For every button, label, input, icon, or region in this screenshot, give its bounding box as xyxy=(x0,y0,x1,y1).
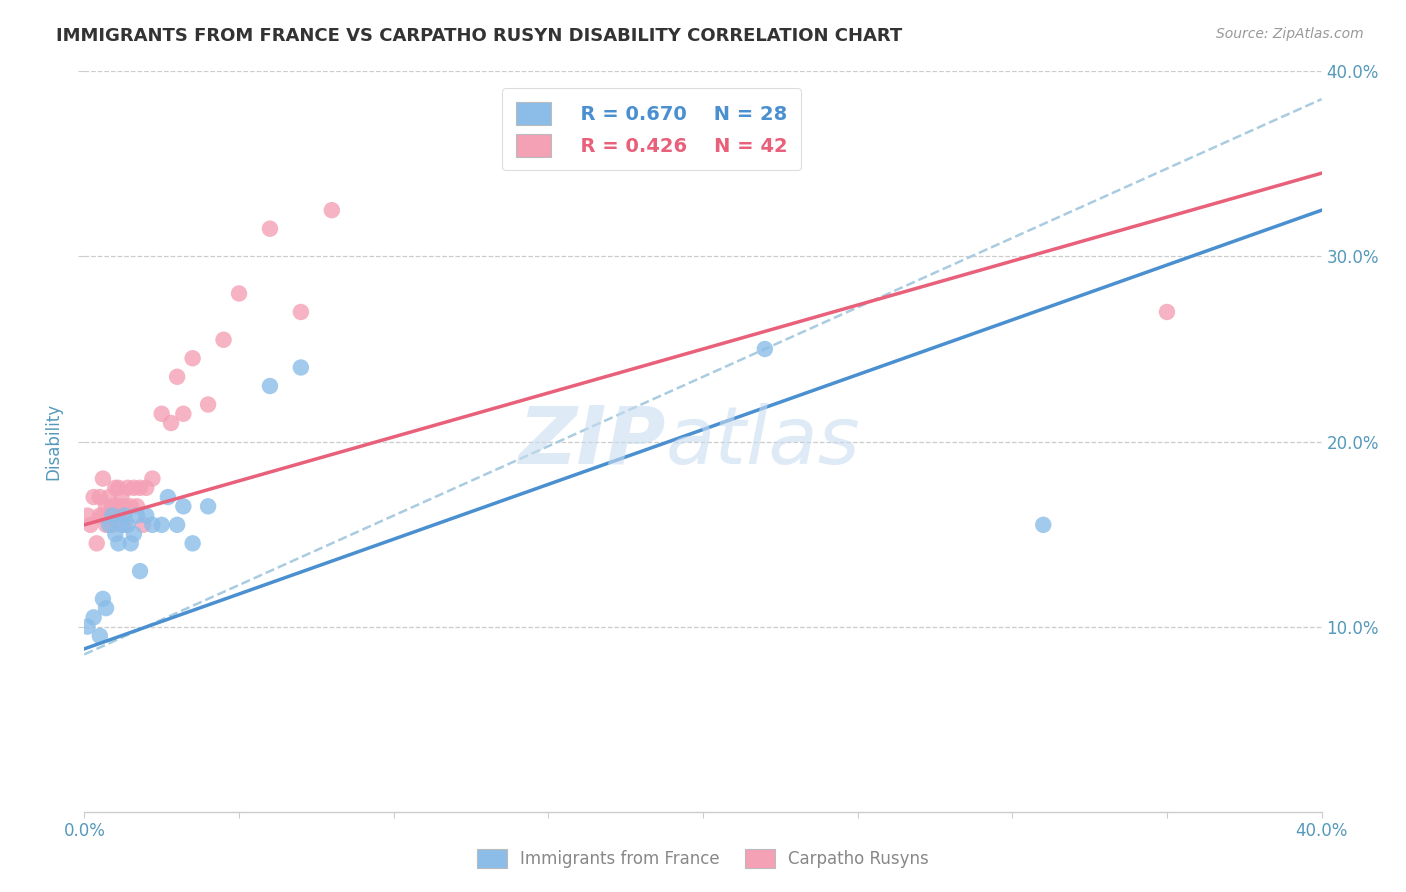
Point xyxy=(228,286,250,301)
Point xyxy=(290,360,312,375)
Point xyxy=(98,517,121,532)
Point xyxy=(86,536,108,550)
Point xyxy=(122,481,145,495)
Point xyxy=(89,508,111,523)
Point xyxy=(110,508,132,523)
Point xyxy=(172,500,194,514)
Point xyxy=(166,517,188,532)
Point xyxy=(91,508,114,523)
Point xyxy=(89,490,111,504)
Legend: Immigrants from France, Carpatho Rusyns: Immigrants from France, Carpatho Rusyns xyxy=(471,842,935,875)
Point xyxy=(94,517,117,532)
Point xyxy=(120,536,142,550)
Point xyxy=(129,564,152,578)
Point xyxy=(197,398,219,412)
Point xyxy=(94,500,117,514)
Point xyxy=(89,629,111,643)
Point xyxy=(110,490,132,504)
Point xyxy=(94,601,117,615)
Point xyxy=(110,517,132,532)
Point xyxy=(166,369,188,384)
Point xyxy=(76,508,98,523)
Point xyxy=(114,508,136,523)
Point xyxy=(104,527,127,541)
Point xyxy=(107,481,129,495)
Point xyxy=(141,517,163,532)
Point xyxy=(79,517,101,532)
Point xyxy=(101,500,124,514)
Point xyxy=(135,508,157,523)
Point xyxy=(98,490,121,504)
Point xyxy=(197,500,219,514)
Point xyxy=(125,508,148,523)
Point xyxy=(83,610,105,624)
Point xyxy=(98,508,121,523)
Point xyxy=(212,333,235,347)
Point xyxy=(104,481,127,495)
Point xyxy=(107,536,129,550)
Y-axis label: Disability: Disability xyxy=(45,403,63,480)
Point xyxy=(120,500,142,514)
Text: ZIP: ZIP xyxy=(519,402,666,481)
Point xyxy=(132,517,155,532)
Point xyxy=(156,490,179,504)
Point xyxy=(117,481,139,495)
Text: IMMIGRANTS FROM FRANCE VS CARPATHO RUSYN DISABILITY CORRELATION CHART: IMMIGRANTS FROM FRANCE VS CARPATHO RUSYN… xyxy=(56,27,903,45)
Point xyxy=(107,500,129,514)
Point xyxy=(181,536,204,550)
Text: Source: ZipAtlas.com: Source: ZipAtlas.com xyxy=(1216,27,1364,41)
Point xyxy=(125,500,148,514)
Point xyxy=(1032,517,1054,532)
Point xyxy=(754,342,776,356)
Point xyxy=(101,517,124,532)
Point xyxy=(150,407,173,421)
Point xyxy=(150,517,173,532)
Point xyxy=(122,527,145,541)
Point xyxy=(91,472,114,486)
Point xyxy=(114,517,136,532)
Point xyxy=(129,481,152,495)
Point xyxy=(172,407,194,421)
Point xyxy=(1156,305,1178,319)
Point xyxy=(321,203,343,218)
Point xyxy=(91,591,114,606)
Point xyxy=(181,351,204,366)
Point xyxy=(160,416,183,430)
Point xyxy=(76,619,98,633)
Text: atlas: atlas xyxy=(666,402,860,481)
Legend:   R = 0.670    N = 28,   R = 0.426    N = 42: R = 0.670 N = 28, R = 0.426 N = 42 xyxy=(502,88,801,170)
Point xyxy=(290,305,312,319)
Point xyxy=(135,481,157,495)
Point xyxy=(104,508,127,523)
Point xyxy=(259,379,281,393)
Point xyxy=(259,221,281,235)
Point xyxy=(83,490,105,504)
Point xyxy=(114,500,136,514)
Point xyxy=(141,472,163,486)
Point xyxy=(101,508,124,523)
Point xyxy=(117,517,139,532)
